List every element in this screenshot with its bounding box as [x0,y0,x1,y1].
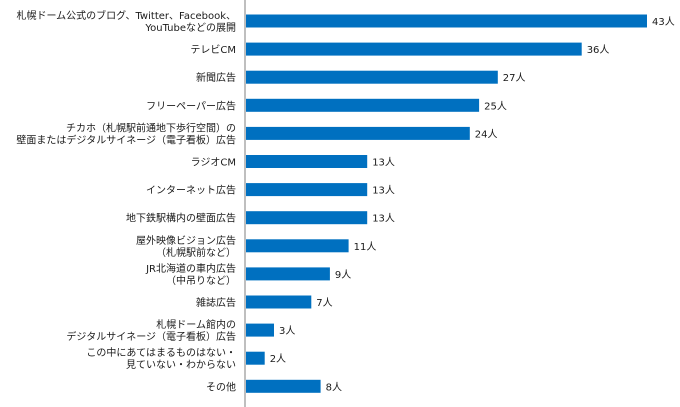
value-label-10: 9人 [335,269,351,281]
bar-14 [246,379,321,393]
value-label-5: 24人 [475,128,498,140]
bar-8 [246,211,368,225]
value-label-11: 7人 [316,297,332,309]
category-label-2: テレビCM [190,44,236,56]
category-label-14: その他 [206,380,236,393]
category-label-4: フリーペーパー広告 [146,99,236,112]
bar-5 [246,126,470,140]
value-label-3: 27人 [503,72,526,84]
value-label-14: 8人 [326,381,342,393]
bar-9 [246,239,349,253]
bar-2 [246,42,582,56]
category-label-5: チカホ（札幌駅前通地下歩行空間）の壁面またはデジタルサイネージ（電子看板）広告 [16,121,236,146]
category-label-9: 屋外映像ビジョン広告（札幌駅前など） [136,234,236,259]
bar-13 [246,351,265,365]
category-label-11: 雑誌広告 [196,296,236,309]
bar-7 [246,183,368,197]
value-label-4: 25人 [484,100,507,112]
category-label-10: JR北海道の車内広告（中吊りなど） [145,262,236,287]
bar-12 [246,323,274,337]
value-label-8: 13人 [372,213,395,225]
category-label-6: ラジオCM [191,157,236,169]
bar-3 [246,70,498,84]
value-label-7: 13人 [372,185,395,197]
category-label-8: 地下鉄駅構内の壁面広告 [126,212,236,225]
category-label-3: 新聞広告 [196,71,236,84]
value-label-2: 36人 [587,44,610,56]
category-label-1: 札幌ドーム公式のブログ、Twitter、Facebook、 YouTubeなどの展… [16,9,236,34]
category-label-7: インターネット広告 [146,184,236,197]
value-label-9: 11人 [354,241,377,253]
value-label-1: 43人 [652,16,675,28]
value-label-13: 2人 [270,353,286,365]
category-label-12: 札幌ドーム館内のデジタルサイネージ（電子看板）広告 [66,318,236,343]
bar-11 [246,295,312,309]
value-label-6: 13人 [372,157,395,169]
bar-6 [246,155,368,168]
category-label-13: この中にあてはまるものはない・見ていない・わからない [86,346,236,371]
bar-4 [246,98,480,112]
bar-1 [246,14,647,28]
value-label-12: 3人 [279,325,295,337]
bar-10 [246,267,330,281]
